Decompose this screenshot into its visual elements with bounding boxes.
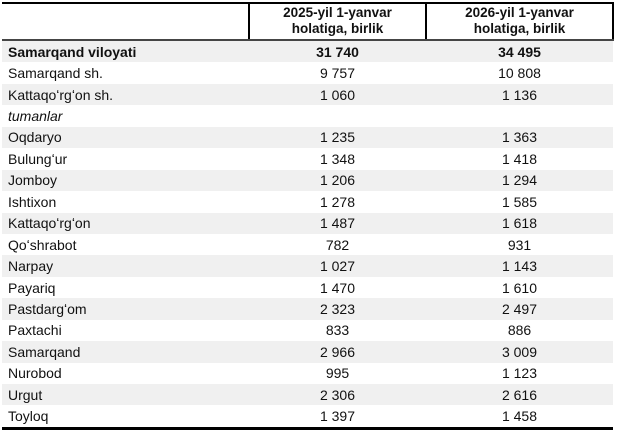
table-row: Ishtixon 1 278 1 585 [2,191,613,212]
header-line-1: 2025-yil 1-yanvar [283,5,392,20]
table-row: Nurobod 995 1 123 [2,363,613,384]
value-2026-cell: 1 143 [426,255,613,277]
table-row: Paxtachi 833 886 [2,320,613,341]
value-2026-cell: 1 294 [426,169,613,192]
value-2026-cell: 886 [507,322,532,339]
header-line-2: holatiga, birlik [473,21,566,36]
value-2026-cell: 1 610 [501,279,538,296]
value-2025-cell [249,105,426,126]
region-name-cell: Jomboy [2,169,249,192]
region-name-cell: Paxtachi [8,322,62,339]
value-2025-cell: 782 [325,236,350,253]
value-2025-cell: 1 278 [319,193,356,210]
value-2025-cell: 1 027 [249,255,426,277]
value-2025-cell: 833 [325,322,350,339]
table-row: Jomboy 1 206 1 294 [2,169,613,192]
value-2025-cell: 2 966 [249,341,426,363]
region-name-cell: Narpay [2,255,249,277]
table-row: Bulungʻur 1 348 1 418 [2,148,613,169]
header-line-2: holatiga, birlik [291,21,384,36]
region-name-cell: Ishtixon [8,193,57,210]
value-2025-cell: 995 [325,365,350,382]
value-2025-cell: 1 397 [319,408,356,425]
table-row: Kattaqoʻrgʻon 1 487 1 618 [2,212,613,234]
value-2025-cell: 1 235 [249,126,426,149]
region-name-cell: Samarqand [2,341,249,363]
statistics-table-container: 2025-yil 1-yanvar holatiga, birlik 2026-… [2,2,614,430]
region-name-cell: Kattaqoʻrgʻon [2,212,249,234]
table-header: 2025-yil 1-yanvar holatiga, birlik 2026-… [2,2,614,41]
table-row: Payariq 1 470 1 610 [2,277,613,298]
table-row: Oqdaryo 1 235 1 363 [2,126,613,149]
column-header-2026: 2026-yil 1-yanvar holatiga, birlik [426,2,614,41]
table-body: Samarqand viloyati 31 740 34 495 Samarqand … [2,40,613,428]
statistics-table: 2025-yil 1-yanvar holatiga, birlik 2026-… [2,2,614,430]
column-header-region [2,2,250,41]
value-2025-cell: 31 740 [249,40,426,63]
value-2026-cell: 1 123 [501,365,538,382]
table-row: Qoʻshrabot 782 931 [2,234,613,255]
value-2026-cell: 1 363 [426,126,613,149]
value-2026-cell: 1 618 [426,212,613,234]
table-row: Kattaqoʻrgʻon sh. 1 060 1 136 [2,83,613,106]
table-row: Pastdargʻom 2 323 2 497 [2,298,613,320]
value-2026-cell: 2 616 [426,384,613,406]
region-name-cell: Samarqand sh. [8,65,103,82]
value-2026-cell: 10 808 [498,65,541,82]
value-2026-cell: 3 009 [426,341,613,363]
value-2025-cell: 1 487 [249,212,426,234]
value-2026-cell: 1 136 [426,83,613,106]
value-2026-cell [426,105,613,126]
value-2026-cell: 2 497 [426,298,613,320]
value-2025-cell: 1 206 [249,169,426,192]
value-2026-cell: 1 458 [501,408,538,425]
column-header-2025: 2025-yil 1-yanvar holatiga, birlik [249,2,427,41]
region-name-cell: Qoʻshrabot [8,236,77,253]
value-2026-cell: 1 585 [501,193,538,210]
region-name-cell: Kattaqoʻrgʻon sh. [2,83,249,106]
header-line-1: 2026-yil 1-yanvar [465,5,574,20]
table-row: Toyloq 1 397 1 458 [2,405,613,428]
value-2026-cell: 34 495 [426,40,613,63]
table-row: Urgut 2 306 2 616 [2,384,613,406]
value-2025-cell: 1 348 [319,150,356,167]
value-2025-cell: 1 470 [319,279,356,296]
region-name-cell: Oqdaryo [2,126,249,149]
value-2025-cell: 1 060 [249,83,426,106]
table-row: Narpay 1 027 1 143 [2,255,613,277]
table-row: Samarqand 2 966 3 009 [2,341,613,363]
value-2025-cell: 2 306 [249,384,426,406]
table-row: Samarqand sh. 9 757 10 808 [2,62,613,83]
table-row: tumanlar [2,105,613,126]
header-row: 2025-yil 1-yanvar holatiga, birlik 2026-… [2,2,614,41]
region-name-cell: Toyloq [8,408,49,425]
region-name-cell: Samarqand viloyati [2,40,249,63]
region-name-cell: tumanlar [8,108,63,125]
table-row: Samarqand viloyati 31 740 34 495 [2,40,613,63]
region-name-cell: Urgut [2,384,249,406]
value-2026-cell: 1 418 [501,150,538,167]
value-2025-cell: 2 323 [249,298,426,320]
value-2026-cell: 931 [507,236,532,253]
region-name-cell: Pastdargʻom [2,298,249,320]
value-2025-cell: 9 757 [319,65,356,82]
region-name-cell: Payariq [8,279,56,296]
region-name-cell: Bulungʻur [8,150,68,167]
region-name-cell: Nurobod [8,365,62,382]
